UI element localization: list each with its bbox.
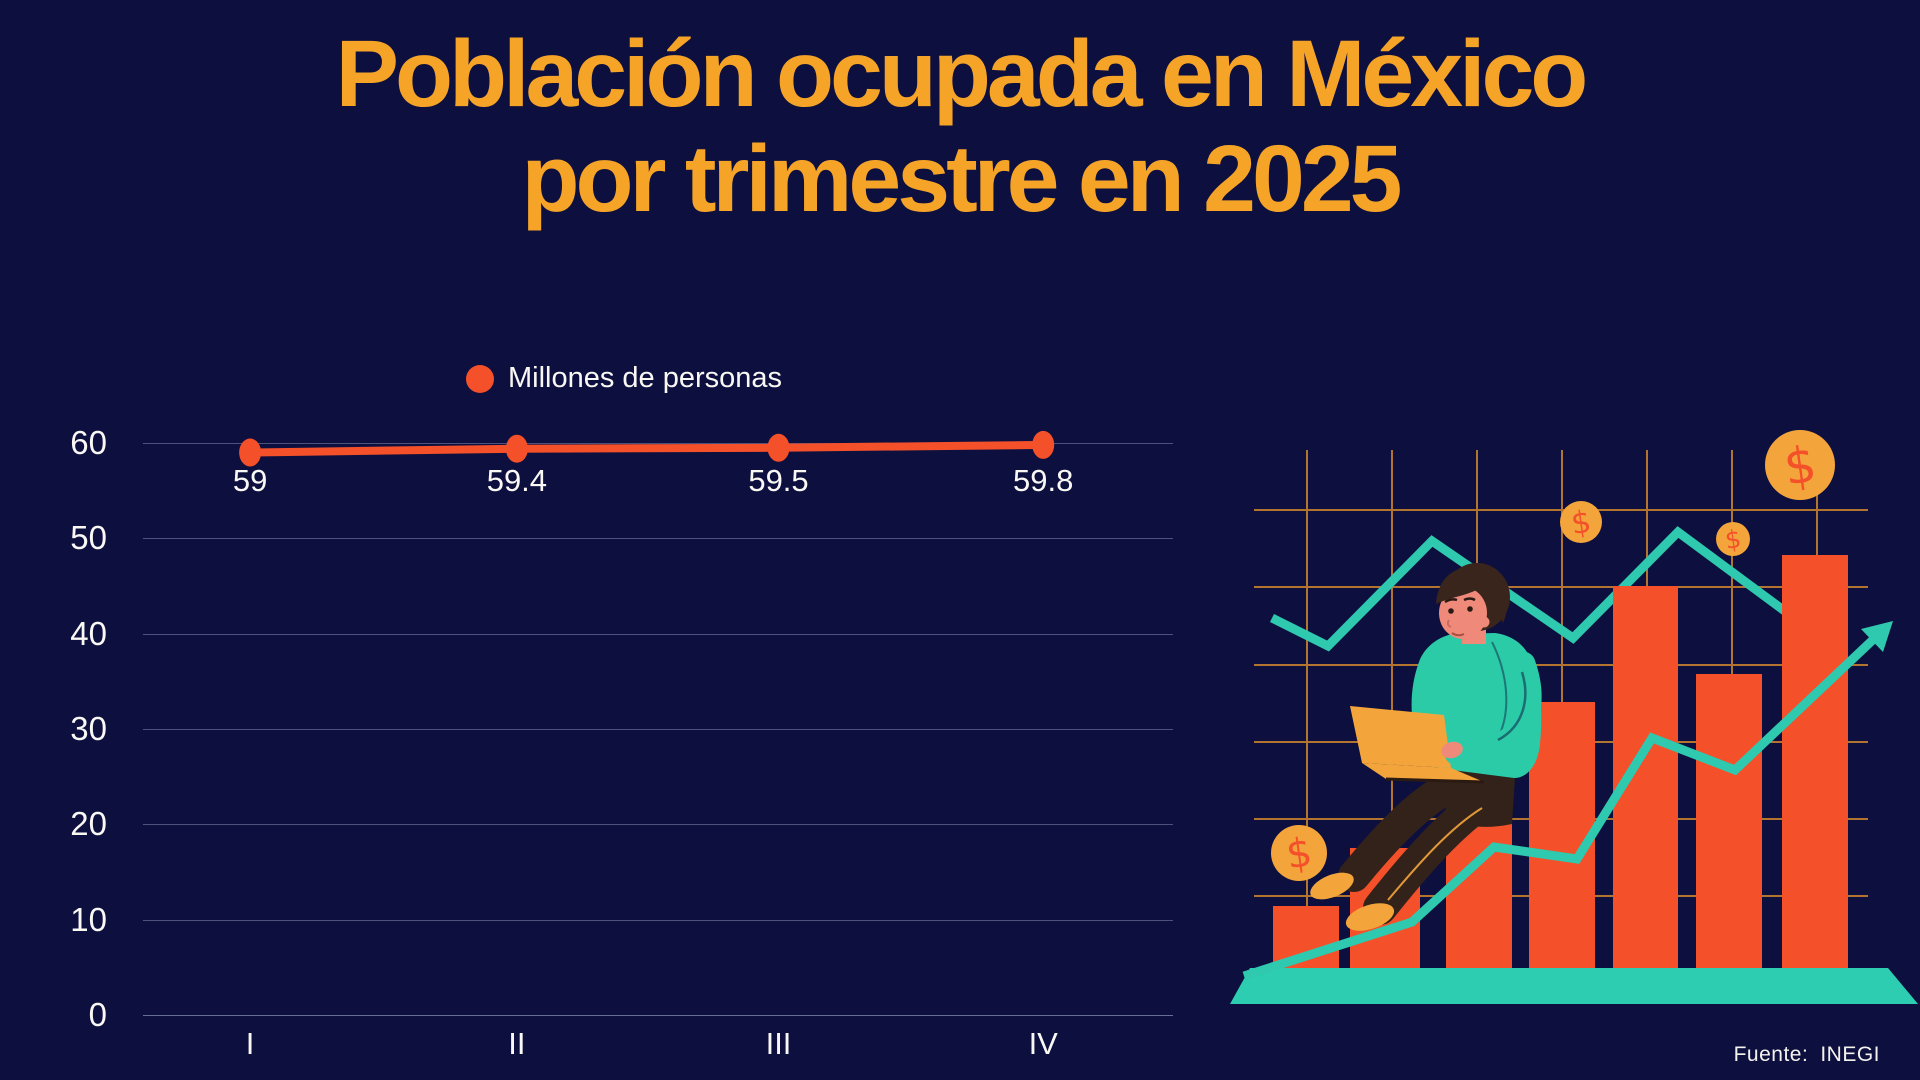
person-brow [1463,597,1476,602]
y-axis-label: 50 [70,519,107,557]
trend-zigzag-line [1269,526,1789,652]
legend-label: Millones de personas [508,362,783,394]
legend-marker-icon [466,364,494,393]
y-axis-label: 60 [70,424,107,461]
source-label: Fuente: [1733,1043,1809,1066]
y-gridline [143,538,1173,540]
page-title-line2: por trimestre en 2025 [521,125,1403,232]
x-axis-label: I [245,1026,255,1061]
x-axis-label: III [765,1026,792,1061]
data-value-label: 59 [232,463,268,498]
person-hand [1441,741,1463,759]
platform-base [1230,968,1918,1004]
pant-seam [1387,807,1483,901]
data-value-label: 59.4 [486,463,548,498]
data-point-marker [239,438,262,467]
sweater-seam [1491,641,1508,737]
data-point-marker [767,433,790,462]
coin-icon-small: $ [1716,522,1750,556]
y-axis-label: 10 [70,900,107,938]
data-point-marker [1032,430,1055,459]
y-axis-label: 0 [88,996,107,1033]
x-axis-label: IV [1028,1026,1058,1061]
y-gridline [143,824,1173,826]
coin-icon-bottom: $ [1271,825,1327,881]
arrowhead-icon [1861,621,1893,652]
person-ear [1478,616,1490,628]
y-axis-label: 20 [70,805,107,843]
y-gridline [143,443,1173,444]
growth-illustration: $ $ $ $ [1230,430,1918,1004]
person-figure [1310,563,1542,931]
coin-icon-medium: $ [1560,501,1602,543]
y-axis-label: 30 [70,710,107,747]
person-arm [1444,651,1542,768]
page-title: Población ocupada en México por trimestr… [0,22,1920,231]
person-eye [1448,608,1454,614]
arm-seam [1497,671,1527,742]
y-gridline [143,919,1173,921]
data-point-marker [505,434,528,463]
person-near-leg [1363,781,1505,925]
data-value-label: 59.8 [1013,463,1074,498]
shoe-icon [1310,872,1354,900]
x-axis-label: II [508,1026,526,1061]
person-hair-front [1436,566,1508,623]
growth-arrow-line [1242,621,1893,981]
shoe-icon [1345,903,1395,931]
data-line [246,440,1048,457]
person-mouth [1451,632,1465,637]
source-note: Fuente: INEGI [1734,1043,1880,1067]
y-gridline [143,1015,1173,1016]
chart-legend: Millones de personas [466,362,782,395]
laptop-icon [1350,706,1485,784]
data-value-label: 59.5 [748,463,809,498]
person-eye [1467,606,1473,612]
y-axis-label: 40 [70,614,107,652]
dollar-symbol: $ [1723,524,1743,555]
source-value: INEGI [1820,1043,1880,1066]
person-brow [1444,598,1458,604]
y-gridline [143,633,1173,635]
coin-icon-large: $ [1765,430,1835,500]
page-title-line1: Población ocupada en México [335,21,1589,127]
dollar-symbol: $ [1283,829,1315,878]
person-nose [1446,619,1452,628]
y-gridline [143,729,1173,730]
